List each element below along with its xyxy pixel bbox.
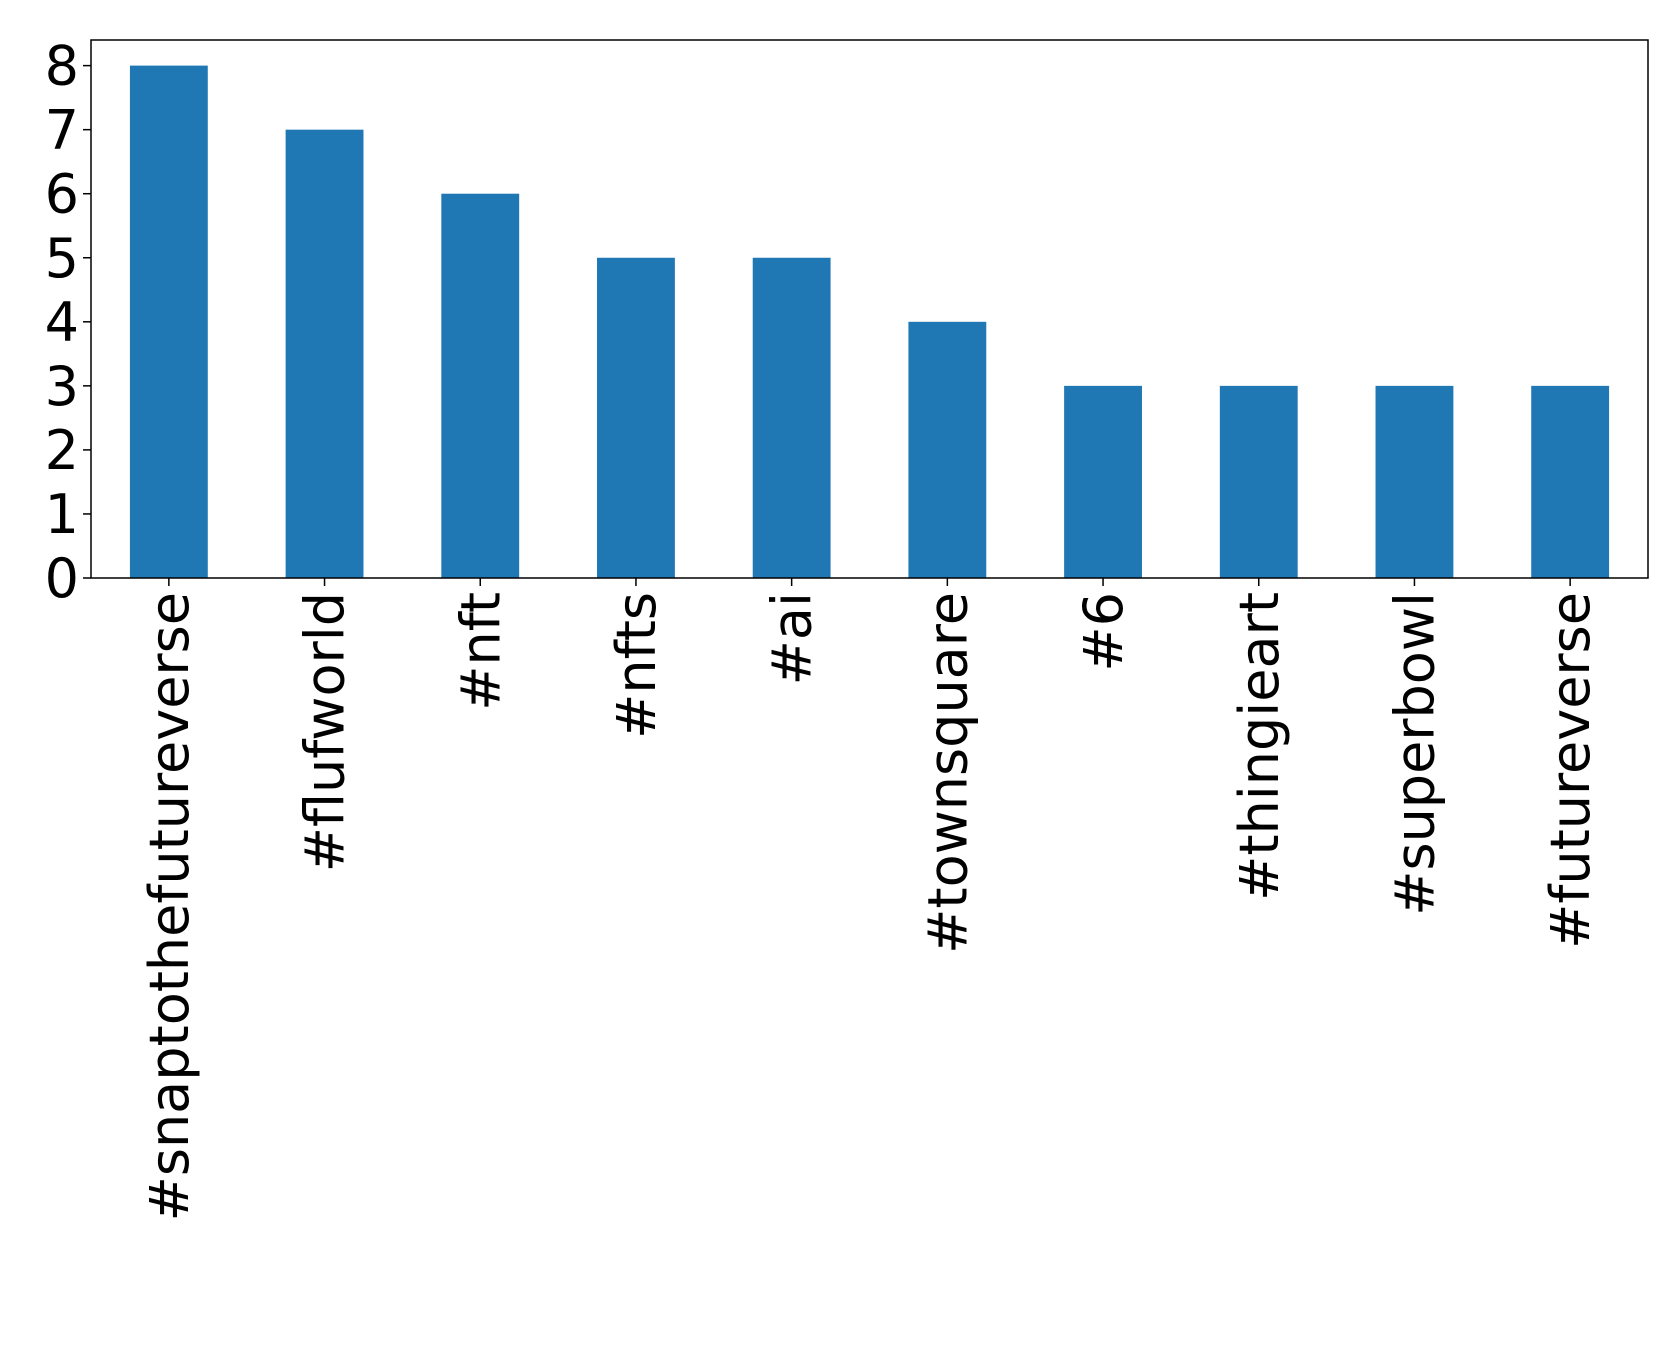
x-tick-label: #ai [761,592,824,685]
x-tick-label: #flufworld [294,592,357,872]
plot-frame [90,39,1649,579]
bar [129,65,208,579]
bar [597,257,675,578]
bar [1375,385,1454,578]
y-tick-label: 1 [45,483,79,546]
x-tick-label: #townsquare [916,592,979,954]
bar [752,257,831,578]
x-tick-label: #futureverse [1539,592,1602,949]
y-tick-label: 2 [45,419,79,482]
x-tick-label: #6 [1072,592,1135,672]
y-tick-label: 3 [45,355,79,418]
bar [285,129,364,578]
y-tick-label: 5 [45,227,79,290]
bar [908,321,987,578]
x-tick-label: #snaptothefutureverse [138,592,201,1221]
y-tick-label: 7 [45,99,79,162]
y-tick-label: 8 [45,35,79,98]
x-tick-label: #nfts [605,592,668,739]
bar [1219,385,1298,578]
x-tick-label: #nft [449,592,512,711]
bar [1064,385,1142,578]
y-tick-label: 6 [45,163,79,226]
bar [441,193,520,578]
y-tick-label: 4 [45,291,79,354]
x-tick-label: #thingieart [1228,592,1291,901]
x-tick-label: #superbowl [1383,592,1446,916]
y-tick-label: 0 [45,547,79,610]
bar [1531,385,1610,578]
